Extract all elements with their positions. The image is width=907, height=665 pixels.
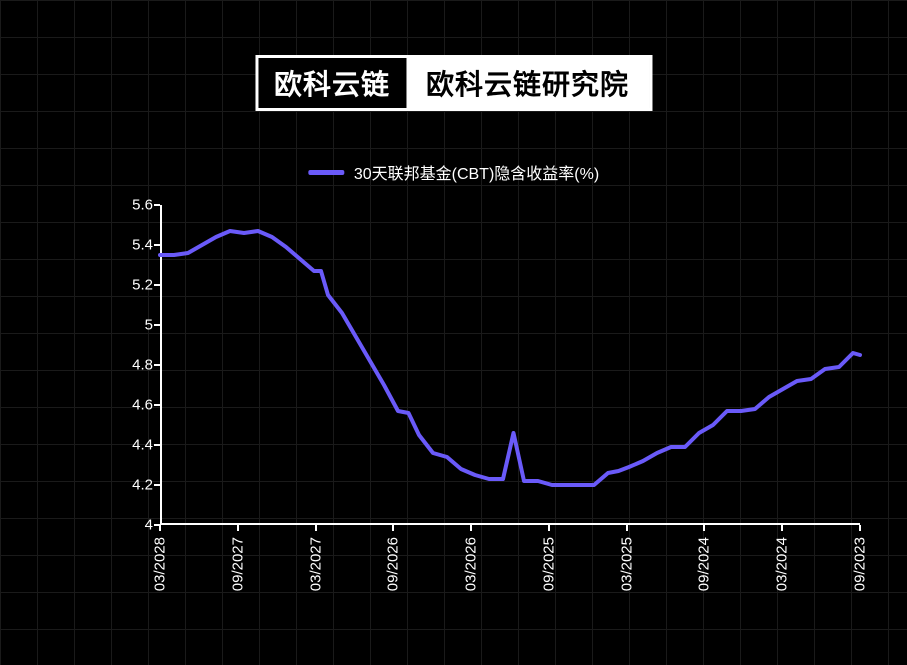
y-tick-mark [154,244,160,246]
y-tick-label: 5.6 [113,197,153,214]
y-tick-mark [154,324,160,326]
legend-swatch [308,170,344,175]
brand-black-box: 欧科云链 [258,58,406,108]
y-tick-label: 4.6 [113,397,153,414]
y-tick-mark [154,284,160,286]
x-tick-mark [548,525,550,531]
brand-white-box: 欧科云链研究院 [406,58,649,108]
x-tick-mark [159,525,161,531]
x-tick-mark [859,525,861,531]
y-tick-label: 4.4 [113,437,153,454]
line-chart: 4 4.2 4.4 4.6 4.8 5 5.2 5.4 5.6 03/2028 09/2027 03… [105,195,865,615]
x-tick-label: 09/2024 [696,537,713,591]
legend-label: 30天联邦基金(CBT)隐含收益率(%) [354,160,599,184]
x-tick-label: 03/2028 [152,537,169,591]
brand-name: 欧科云链 [274,63,390,103]
plot-area [160,205,860,525]
y-tick-mark [154,484,160,486]
y-tick-label: 5.4 [113,237,153,254]
y-tick-mark [154,444,160,446]
y-tick-mark [154,204,160,206]
x-tick-label: 09/2023 [852,537,869,591]
x-tick-mark [626,525,628,531]
x-tick-mark [237,525,239,531]
x-tick-label: 03/2024 [774,537,791,591]
x-tick-label: 09/2025 [540,537,557,591]
x-tick-label: 03/2027 [307,537,324,591]
institute-name: 欧科云链研究院 [426,63,629,103]
y-tick-label: 4.8 [113,357,153,374]
x-tick-mark [392,525,394,531]
x-tick-mark [470,525,472,531]
y-tick-mark [154,404,160,406]
y-tick-label: 5 [113,317,153,334]
y-tick-mark [154,364,160,366]
y-tick-label: 5.2 [113,277,153,294]
y-tick-label: 4.2 [113,477,153,494]
x-tick-mark [703,525,705,531]
x-tick-label: 03/2025 [618,537,635,591]
x-tick-label: 03/2026 [463,537,480,591]
x-tick-label: 09/2026 [385,537,402,591]
x-tick-mark [781,525,783,531]
x-tick-label: 09/2027 [229,537,246,591]
header-badge: 欧科云链 欧科云链研究院 [255,55,652,111]
x-tick-mark [315,525,317,531]
line-path-svg [160,205,860,525]
y-tick-label: 4 [113,517,153,534]
chart-legend: 30天联邦基金(CBT)隐含收益率(%) [308,160,599,184]
